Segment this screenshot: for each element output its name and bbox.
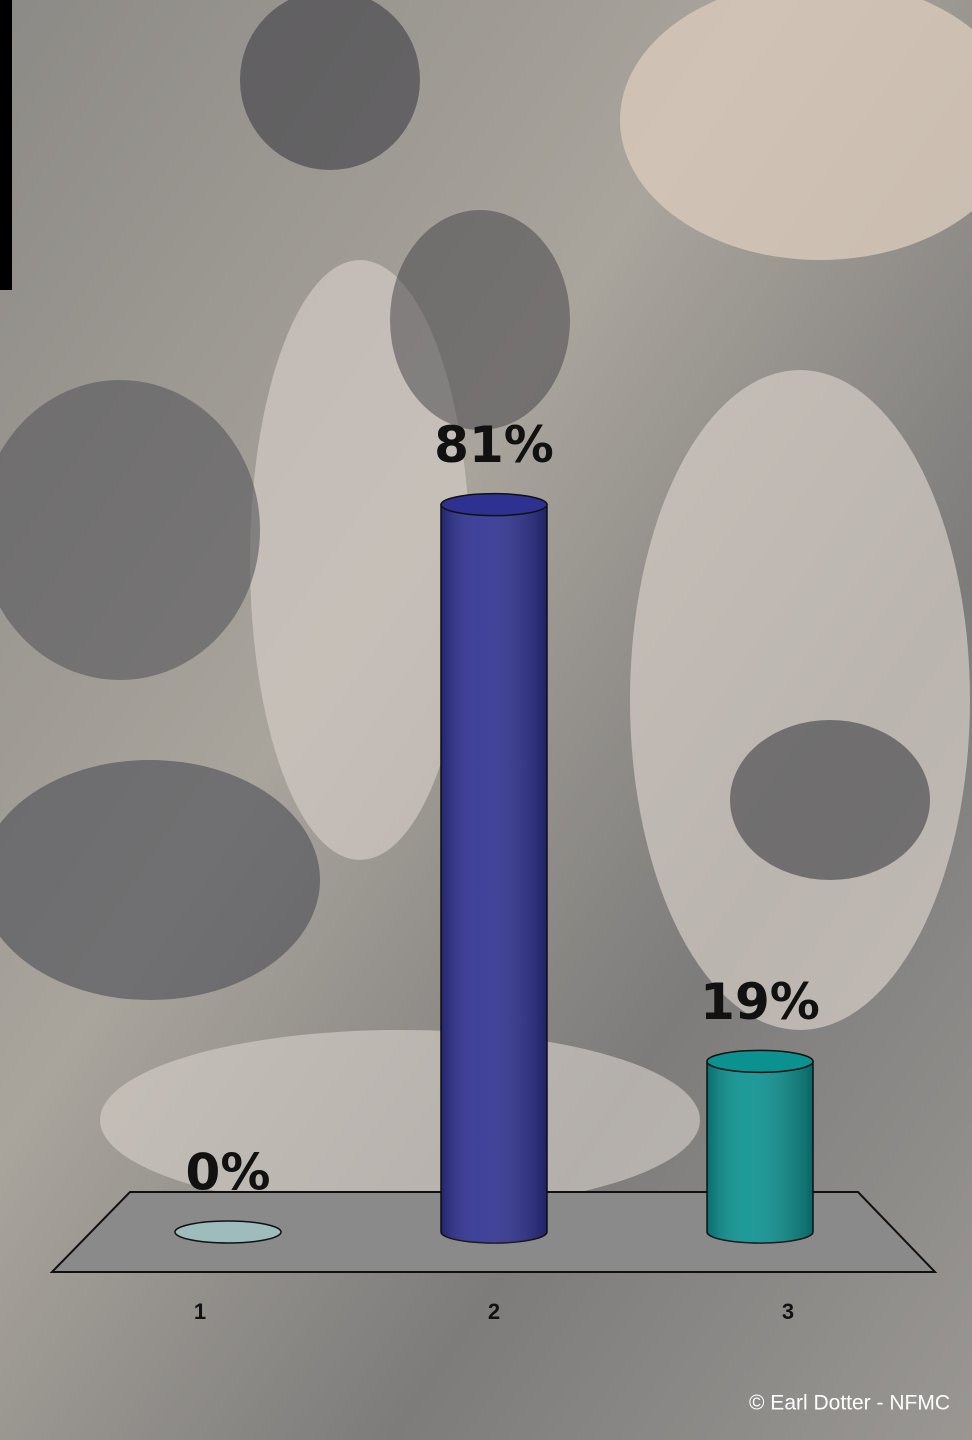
bar-top xyxy=(440,492,548,517)
bar-top xyxy=(706,1049,814,1074)
bar-shade xyxy=(707,1061,813,1243)
value-label: 0% xyxy=(186,1144,271,1202)
value-label: 19% xyxy=(700,973,820,1031)
x-tick-label: 3 xyxy=(782,1299,794,1324)
x-tick-label: 2 xyxy=(488,1299,500,1324)
bar-shade xyxy=(441,504,547,1243)
bar-top xyxy=(174,1220,282,1244)
credit: © Earl Dotter - NFMC xyxy=(749,1392,950,1415)
x-tick-label: 1 xyxy=(194,1299,206,1324)
value-label: 81% xyxy=(434,416,554,474)
